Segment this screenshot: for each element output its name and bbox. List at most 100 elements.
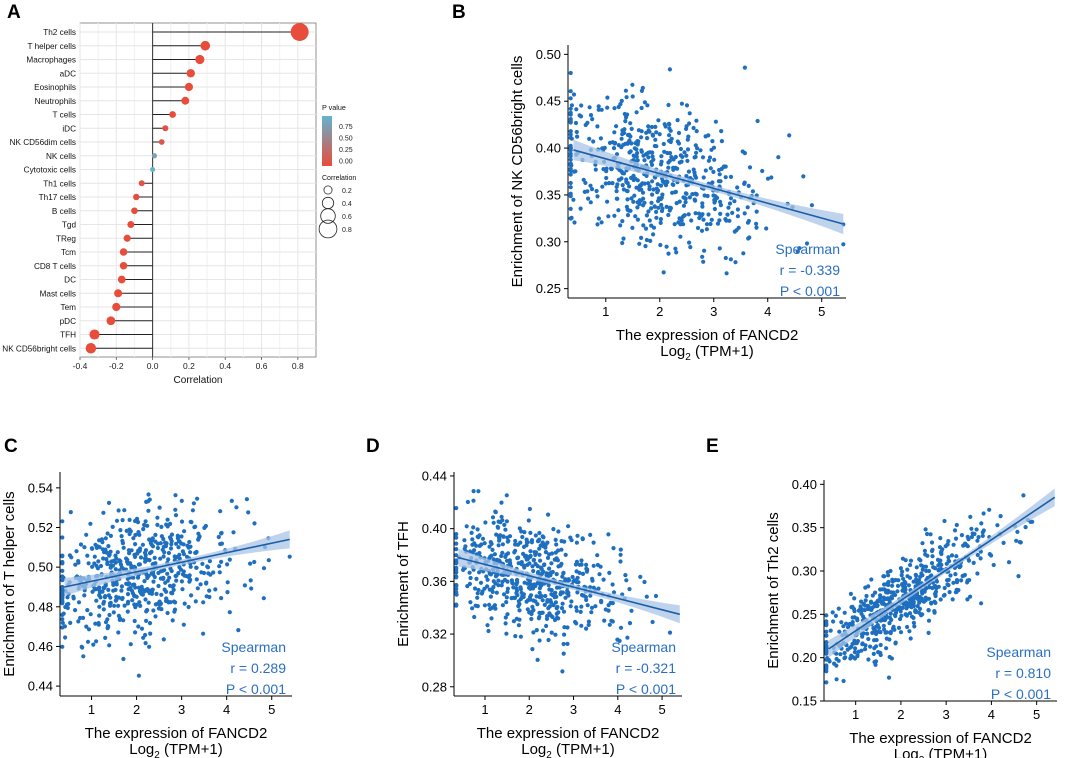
panel-b-ytick-label: 0.25: [536, 281, 561, 296]
panel-e-data-point: [868, 644, 873, 649]
panel-d-data-point: [546, 583, 551, 588]
panel-b-data-point: [568, 172, 573, 177]
panel-b-data-point: [732, 199, 737, 204]
panel-e-data-point: [907, 604, 912, 609]
panel-c-xlabel-log: Log: [129, 741, 154, 758]
panel-e-data-point: [874, 637, 879, 643]
panel-a-category-label: Th1 cells: [43, 179, 76, 188]
panel-b-data-point: [663, 183, 669, 188]
panel-c-data-point: [97, 613, 102, 618]
panel-c-data-point: [203, 523, 208, 529]
panel-c-data-point: [173, 513, 179, 518]
panel-d-data-point: [624, 578, 629, 583]
panel-d-data-point: [540, 540, 545, 545]
panel-b-data-point: [654, 186, 659, 191]
panel-d-data-point: [505, 612, 510, 617]
panel-d-xlabel: The expression of FANCD2: [477, 725, 660, 742]
panel-b-data-point: [593, 167, 598, 172]
panel-c-data-point: [115, 550, 120, 555]
panel-d-data-point: [521, 563, 527, 568]
panel-c-data-point: [179, 579, 184, 584]
panel-a-category-label: Tem: [61, 303, 77, 312]
panel-d-data-point: [537, 595, 542, 600]
panel-c-data-point: [252, 559, 257, 565]
panel-e-xlabel-log: Log: [894, 746, 919, 758]
panel-c-data-point: [137, 589, 142, 594]
panel-c-data-point: [249, 586, 254, 591]
panel-b-data-point: [658, 242, 663, 248]
panel-d-data-point: [514, 582, 519, 587]
panel-b-data-point: [679, 101, 685, 106]
panel-c-data-point: [79, 644, 84, 650]
panel-d-data-point: [554, 556, 559, 561]
panel-b-xlabel-units: Log2 (TPM+1): [660, 343, 754, 363]
panel-b-data-point: [645, 136, 650, 141]
panel-d-data-point: [467, 581, 472, 587]
panel-a-dot: [117, 275, 126, 284]
panel-e-ytick-label: 0.20: [792, 650, 817, 665]
panel-b-data-point: [642, 100, 648, 105]
panel-a-dot: [123, 234, 131, 242]
panel-c-data-point: [103, 635, 108, 641]
panel-b-data-point: [711, 169, 716, 174]
panel-b-data-point: [581, 177, 586, 182]
panel-b-data-point: [630, 82, 635, 87]
panel-d-data-point: [574, 559, 580, 565]
panel-e-data-point: [838, 652, 843, 657]
panel-b-data-point: [612, 213, 617, 218]
panel-e-data-point: [859, 599, 864, 604]
panel-b-data-point: [569, 103, 575, 108]
panel-d-data-point: [535, 570, 541, 576]
panel-d-data-point: [530, 647, 535, 652]
panel-e-data-point: [945, 578, 950, 583]
panel-b-data-point: [645, 103, 650, 108]
panel-b-data-point: [654, 144, 659, 149]
panel-b-data-point: [701, 259, 706, 264]
panel-d-data-point: [516, 623, 522, 628]
panel-b-data-point: [688, 245, 693, 250]
panel-e-ytick-label: 0.30: [792, 564, 817, 579]
panel-b-data-point: [634, 154, 639, 159]
panel-b-data-point: [684, 174, 689, 179]
panel-e-ylabel: Enrichment of Th2 cells: [765, 512, 782, 668]
panel-a-category-label: Eosinophils: [34, 83, 76, 92]
panel-d-data-point: [474, 543, 479, 548]
panel-c-data-point: [97, 593, 102, 598]
panel-a-dot: [89, 329, 100, 340]
panel-b-data-point: [647, 218, 652, 223]
panel-d-data-point: [502, 577, 507, 583]
panel-c-data-point: [163, 580, 168, 585]
panel-b-data-point: [765, 176, 771, 181]
panel-d-data-point: [531, 630, 536, 635]
panel-d-xtick-label: 5: [658, 702, 665, 717]
panel-c-data-point: [143, 597, 148, 602]
panel-b-data-point: [690, 192, 695, 197]
panel-e-data-point: [969, 526, 974, 531]
panel-c-data-point: [116, 630, 121, 635]
panel-a-category-label: Th2 cells: [43, 28, 76, 37]
panel-c-data-point: [207, 594, 212, 600]
panel-b-data-point: [650, 132, 655, 137]
panel-c-data-point: [103, 620, 109, 625]
panel-c-data-point: [84, 532, 89, 537]
panel-c-data-point: [60, 592, 65, 598]
panel-a-size-legend-circle: [323, 185, 333, 195]
panel-e-data-point: [951, 542, 956, 547]
panel-c-data-point: [119, 534, 124, 539]
panel-b-data-point: [675, 166, 680, 171]
panel-c-xlabel-tpm: (TPM+1): [160, 741, 223, 758]
panel-e-data-point: [959, 578, 964, 583]
panel-e-data-point: [905, 574, 910, 579]
panel-d-data-point: [535, 564, 540, 569]
panel-d-data-point: [475, 527, 480, 532]
panel-b-data-point: [683, 200, 688, 205]
panel-c-data-point: [184, 574, 189, 579]
panel-d-data-point: [518, 634, 524, 639]
panel-b-data-point: [649, 200, 654, 205]
panel-e-data-point: [942, 592, 947, 598]
panel-b-xlabel-tpm: (TPM+1): [691, 343, 754, 360]
panel-c-data-point: [121, 656, 126, 662]
panel-c-data-point: [244, 497, 249, 502]
panel-b-data-point: [674, 201, 679, 206]
panel-d-data-point: [563, 595, 568, 600]
